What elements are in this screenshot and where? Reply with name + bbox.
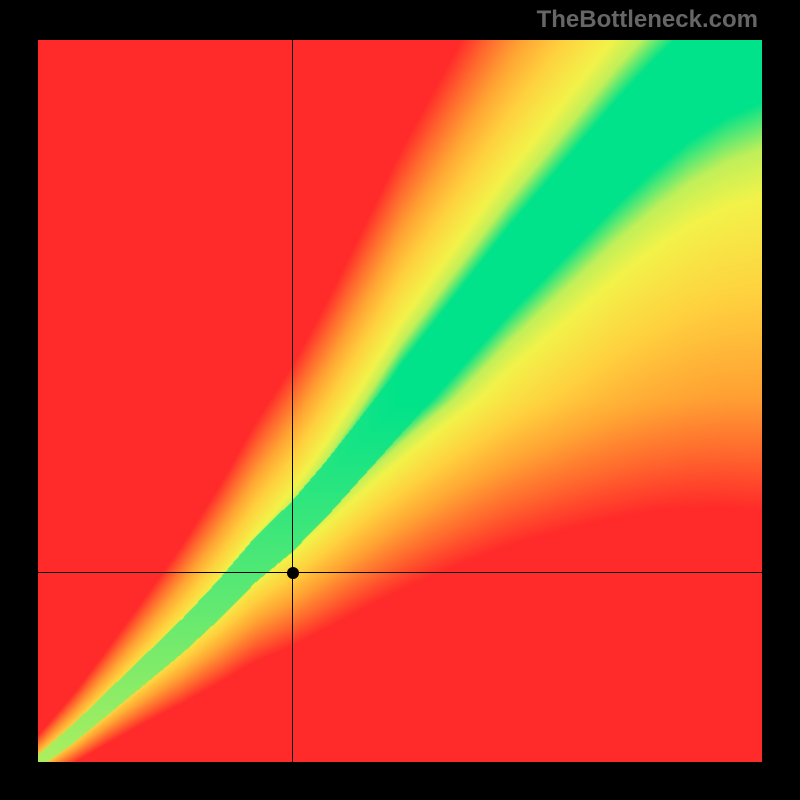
crosshair-horizontal (38, 572, 762, 573)
crosshair-vertical (292, 40, 293, 762)
chart-frame: TheBottleneck.com (0, 0, 800, 800)
heatmap-canvas (38, 40, 762, 762)
marker-dot (287, 567, 299, 579)
plot-area (38, 40, 762, 762)
watermark-text: TheBottleneck.com (537, 6, 758, 34)
